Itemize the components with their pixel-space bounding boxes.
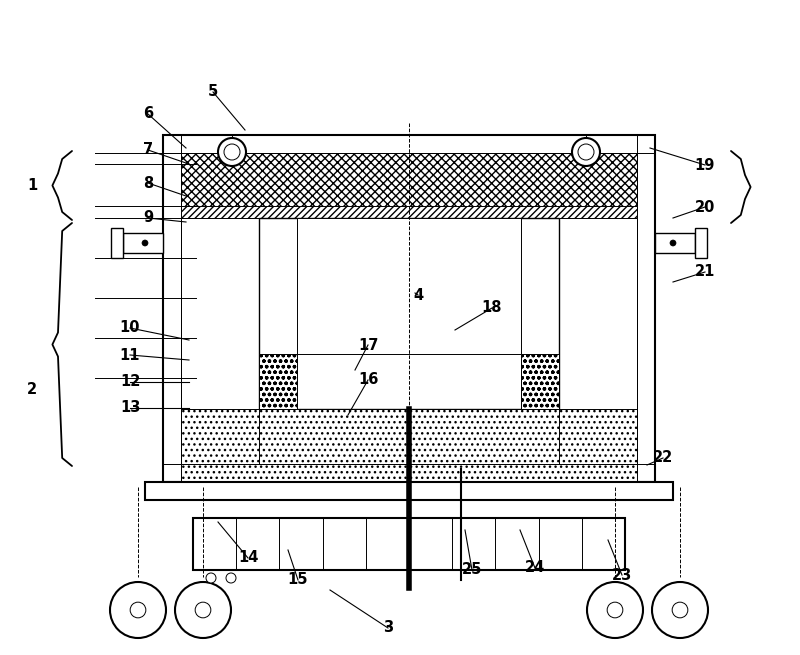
Bar [145,482,673,500]
Bar [259,218,559,409]
Text: 22: 22 [653,451,673,466]
Circle shape [572,138,600,166]
Text: 21: 21 [695,265,715,280]
Bar [181,409,637,494]
Bar [297,218,521,354]
Circle shape [226,573,236,583]
Bar [655,233,695,253]
Circle shape [130,602,146,618]
Bar [559,218,637,464]
Bar [259,409,559,464]
Text: 7: 7 [143,143,153,157]
Circle shape [110,582,166,638]
Circle shape [206,573,216,583]
Text: 17: 17 [358,337,378,352]
Text: 25: 25 [462,563,482,578]
Text: 13: 13 [120,400,140,415]
Bar [695,228,707,258]
Circle shape [607,602,623,618]
Circle shape [578,144,594,160]
Circle shape [652,582,708,638]
Bar [193,518,625,570]
Circle shape [672,602,688,618]
Bar [181,464,637,494]
Bar [111,228,123,258]
Bar [521,354,559,409]
Text: 12: 12 [120,375,140,390]
Text: 24: 24 [525,561,545,576]
Bar [181,218,259,464]
Circle shape [224,144,240,160]
Circle shape [218,138,246,166]
Text: 2: 2 [27,383,37,398]
Bar [259,354,297,409]
Text: 20: 20 [695,200,715,214]
Text: 6: 6 [143,107,153,121]
Text: 9: 9 [143,210,153,225]
Circle shape [195,602,211,618]
Text: 1: 1 [27,178,37,193]
Bar [181,153,637,218]
Circle shape [670,240,676,246]
Circle shape [587,582,643,638]
Text: 23: 23 [612,567,632,582]
Bar [181,206,637,218]
Text: 10: 10 [120,320,140,335]
Text: 15: 15 [288,572,308,588]
Circle shape [142,240,148,246]
Text: 11: 11 [120,348,140,362]
Text: 8: 8 [143,176,153,191]
Text: 3: 3 [383,620,393,635]
Bar [163,135,655,482]
Circle shape [175,582,231,638]
Text: 18: 18 [482,301,502,316]
Text: 5: 5 [208,84,218,100]
Text: 14: 14 [238,550,258,565]
Text: 19: 19 [695,157,715,172]
Bar [123,233,163,253]
Text: 16: 16 [358,373,378,388]
Text: 4: 4 [413,288,423,303]
